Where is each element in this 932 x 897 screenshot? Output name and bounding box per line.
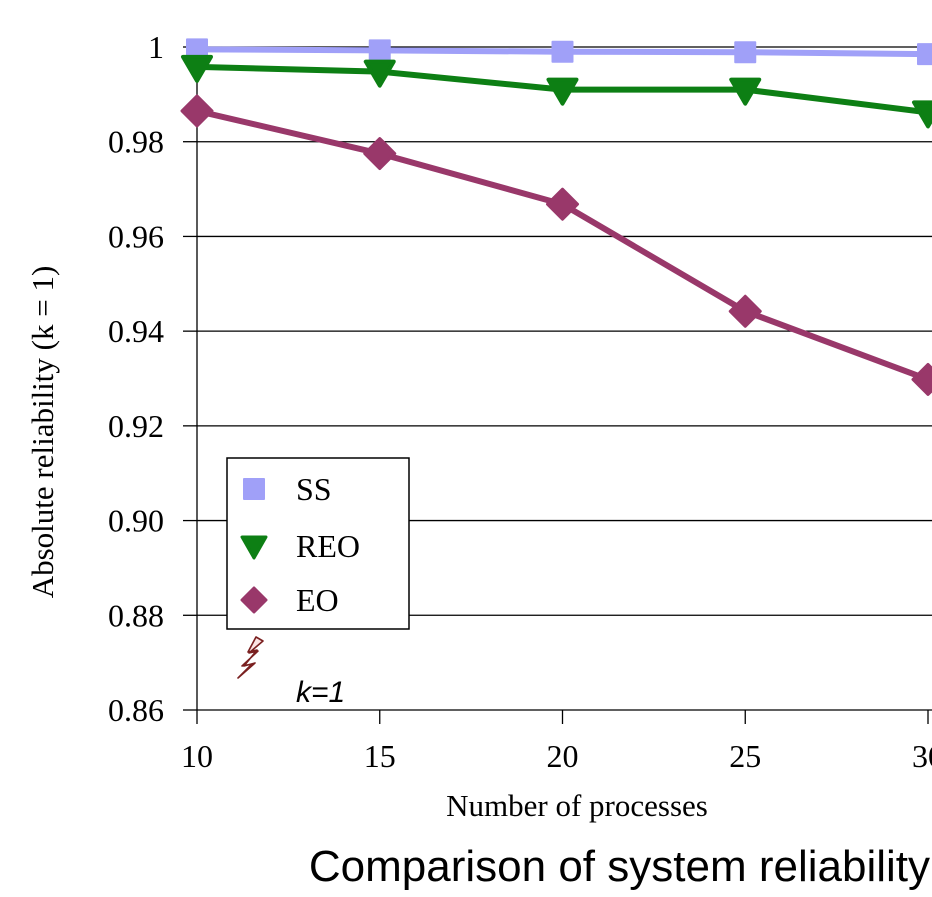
legend-label-eo: EO bbox=[296, 582, 339, 618]
x-tick-label: 15 bbox=[364, 738, 396, 774]
series-group bbox=[180, 38, 932, 396]
data-point-eo bbox=[911, 362, 932, 396]
x-tick-label: 10 bbox=[181, 738, 213, 774]
x-tick-label: 20 bbox=[547, 738, 579, 774]
data-point-eo bbox=[546, 187, 579, 221]
y-axis-ticks: 0.86 0.88 0.90 0.92 0.94 0.96 0.98 1 bbox=[108, 29, 197, 728]
data-point-eo bbox=[728, 294, 762, 328]
y-tick-label: 0.86 bbox=[108, 692, 164, 728]
k-annotation: k=1 bbox=[296, 676, 345, 709]
figure-caption: Comparison of system reliability bbox=[308, 842, 930, 891]
legend-marker-eo bbox=[240, 586, 268, 614]
y-tick-label: 0.98 bbox=[108, 124, 164, 160]
y-tick-label: 1 bbox=[148, 29, 164, 65]
legend-marker-reo bbox=[240, 535, 268, 560]
data-point-reo bbox=[181, 54, 213, 83]
y-tick-label: 0.92 bbox=[108, 408, 164, 444]
legend-marker-ss bbox=[243, 478, 265, 500]
axes bbox=[196, 47, 932, 711]
y-tick-label: 0.90 bbox=[108, 503, 164, 539]
reliability-chart: 0.86 0.88 0.90 0.92 0.94 0.96 0.98 1 10 15 20 25 30… bbox=[25, 29, 932, 823]
series-line-eo bbox=[196, 108, 930, 383]
data-point-ss bbox=[368, 39, 391, 62]
legend-label-ss: SS bbox=[296, 471, 332, 507]
x-tick-label: 30 bbox=[912, 738, 932, 774]
legend: SS REO EO bbox=[226, 457, 410, 630]
data-point-ss bbox=[734, 41, 757, 64]
x-tick-label: 25 bbox=[729, 738, 761, 774]
y-axis-title: Absolute reliability (k = 1) bbox=[25, 266, 60, 599]
x-axis-title: Number of processes bbox=[446, 788, 708, 823]
data-point-eo bbox=[180, 94, 214, 128]
y-tick-label: 0.94 bbox=[108, 313, 164, 349]
y-tick-label: 0.96 bbox=[108, 218, 164, 254]
y-tick-label: 0.88 bbox=[108, 597, 164, 633]
data-point-reo bbox=[729, 77, 762, 106]
data-point-reo bbox=[363, 59, 396, 88]
data-point-ss bbox=[917, 43, 932, 66]
legend-label-reo: REO bbox=[296, 528, 360, 564]
data-point-eo bbox=[363, 137, 397, 171]
x-axis-ticks: 10 15 20 25 30 bbox=[181, 710, 932, 774]
data-point-reo bbox=[912, 100, 932, 129]
lightning-icon bbox=[237, 636, 264, 679]
data-point-ss bbox=[551, 40, 574, 63]
data-point-reo bbox=[546, 77, 579, 106]
